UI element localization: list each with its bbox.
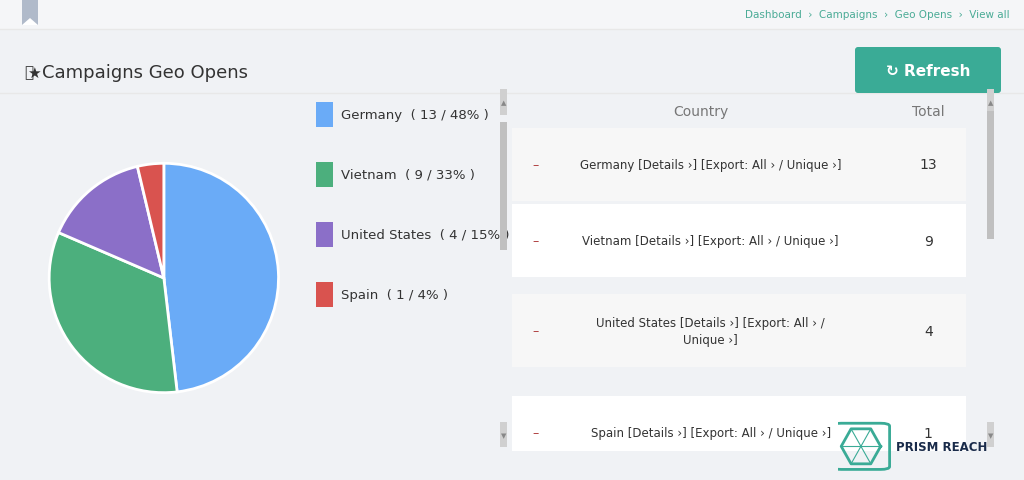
Text: United States [Details ›] [Export: All › /
Unique ›]: United States [Details ›] [Export: All ›… — [596, 316, 825, 346]
Bar — [0, 0, 1024, 30]
Text: 4: 4 — [924, 324, 933, 338]
Text: 📍: 📍 — [24, 65, 33, 80]
FancyBboxPatch shape — [855, 48, 1001, 94]
Text: ▲: ▲ — [501, 100, 507, 106]
Bar — [512, 294, 967, 367]
Text: –: – — [532, 324, 539, 337]
Text: Vietnam [Details ›] [Export: All › / Unique ›]: Vietnam [Details ›] [Export: All › / Uni… — [583, 235, 839, 248]
Wedge shape — [58, 167, 164, 278]
Bar — [316, 282, 333, 307]
Wedge shape — [49, 233, 177, 393]
Bar — [316, 163, 333, 188]
Bar — [500, 90, 508, 116]
Text: Spain [Details ›] [Export: All › / Unique ›]: Spain [Details ›] [Export: All › / Uniqu… — [591, 426, 830, 440]
Bar — [500, 123, 508, 251]
Text: Spain  ( 1 / 4% ): Spain ( 1 / 4% ) — [341, 288, 447, 301]
Text: 13: 13 — [920, 158, 937, 172]
Text: Country: Country — [674, 105, 729, 119]
Text: Total: Total — [912, 105, 944, 119]
Bar — [316, 222, 333, 247]
Bar — [500, 422, 508, 447]
Bar — [512, 396, 967, 469]
Bar — [986, 112, 994, 240]
Text: 9: 9 — [924, 234, 933, 249]
Bar — [986, 90, 994, 116]
Text: 1: 1 — [924, 426, 933, 440]
Bar — [512, 128, 967, 201]
Bar — [512, 205, 967, 278]
Polygon shape — [22, 19, 38, 26]
Bar — [316, 103, 333, 128]
Text: PRISM REACH: PRISM REACH — [896, 440, 987, 453]
Text: Germany [Details ›] [Export: All › / Unique ›]: Germany [Details ›] [Export: All › / Uni… — [580, 158, 842, 171]
Text: ▼: ▼ — [987, 432, 993, 438]
Text: Dashboard  ›  Campaigns  ›  Geo Opens  ›  View all: Dashboard › Campaigns › Geo Opens › View… — [745, 10, 1010, 20]
Bar — [986, 422, 994, 447]
Text: Vietnam  ( 9 / 33% ): Vietnam ( 9 / 33% ) — [341, 168, 474, 181]
Text: Campaigns Geo Opens: Campaigns Geo Opens — [42, 64, 248, 82]
Text: Germany  ( 13 / 48% ): Germany ( 13 / 48% ) — [341, 108, 488, 121]
Wedge shape — [137, 164, 164, 278]
Text: ↻ Refresh: ↻ Refresh — [886, 63, 971, 78]
Text: –: – — [532, 426, 539, 440]
Bar — [22, 0, 38, 26]
Text: ▼: ▼ — [501, 432, 507, 438]
Text: ▲: ▲ — [987, 100, 993, 106]
Text: –: – — [532, 235, 539, 248]
Text: –: – — [532, 158, 539, 171]
Wedge shape — [164, 164, 279, 392]
Text: ★: ★ — [27, 65, 41, 80]
Text: United States  ( 4 / 15% ): United States ( 4 / 15% ) — [341, 228, 509, 241]
